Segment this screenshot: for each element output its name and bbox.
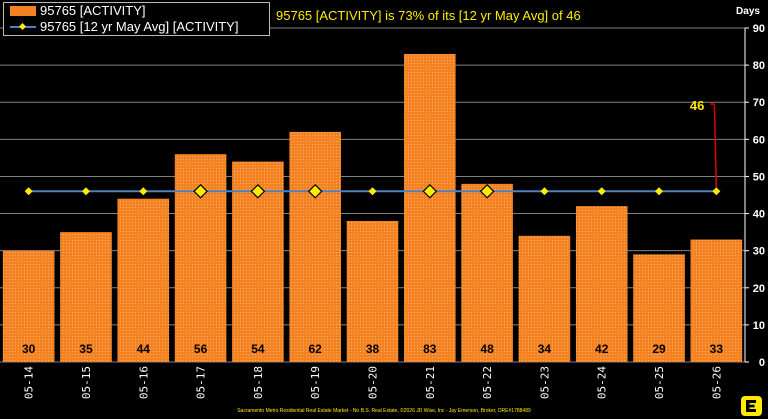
- y-tick-label: 10: [753, 320, 765, 332]
- x-tick-label: 05-19: [309, 366, 322, 399]
- bar-value-label: 48: [480, 342, 494, 356]
- avg-callout: 46: [690, 98, 718, 188]
- x-tick-label: 05-25: [653, 366, 666, 399]
- avg-marker-05-16: [139, 187, 148, 196]
- bar-05-15: [60, 232, 112, 362]
- bar-value-label: 35: [79, 342, 93, 356]
- avg-marker-05-19: [307, 183, 323, 199]
- y-tick-label: 0: [759, 357, 765, 369]
- avg-marker-05-15: [81, 187, 90, 196]
- legend-swatch-marker: [18, 22, 27, 31]
- bar-05-24: [575, 206, 628, 362]
- avg-marker-05-23: [540, 187, 549, 196]
- bar-05-19: [289, 131, 341, 362]
- bar-05-22: [461, 183, 513, 362]
- bars: [2, 53, 743, 362]
- bar-value-label: 56: [194, 342, 208, 356]
- legend-label-activity: 95765 [ACTIVITY]: [40, 3, 146, 18]
- legend-label-avg: 95765 [12 yr May Avg] [ACTIVITY]: [40, 19, 239, 34]
- y-tick-label: 70: [753, 97, 765, 109]
- x-tick-label: 05-24: [596, 366, 609, 399]
- avg-marker-05-25: [655, 187, 664, 196]
- legend-swatch-bar: [10, 6, 36, 16]
- bar-05-16: [117, 198, 170, 362]
- bar-value-label: 30: [22, 342, 36, 356]
- y-tick-labels: 0 10 20 30 40 50 60 70 80 90: [753, 23, 765, 369]
- avg-marker-05-24: [597, 187, 606, 196]
- avg-marker-05-20: [368, 187, 377, 196]
- bar-05-26: [690, 239, 743, 362]
- avg-line: [24, 183, 721, 199]
- bar-05-20: [346, 220, 399, 362]
- y-tick-label: 40: [753, 209, 765, 221]
- x-tick-label: 05-23: [538, 366, 551, 399]
- x-tick-label: 05-22: [481, 366, 494, 399]
- bar-05-25: [633, 254, 685, 362]
- callout-label: 46: [690, 98, 704, 113]
- avg-marker-05-18: [250, 183, 266, 199]
- bar-value-label: 34: [538, 342, 552, 356]
- avg-marker-05-14: [24, 187, 33, 196]
- y-tick-label: 90: [753, 23, 765, 35]
- bar-value-label: 83: [423, 342, 437, 356]
- x-tick-label: 05-18: [252, 366, 265, 399]
- bar-value-labels: 30 35 44 56 54 62 38 83 48 34 42 29 33: [22, 342, 723, 356]
- avg-marker-05-22: [479, 183, 495, 199]
- avg-marker-05-26: [712, 187, 721, 196]
- x-tick-label: 05-14: [23, 366, 36, 399]
- x-tick-label: 05-20: [367, 366, 380, 399]
- x-tick-label: 05-26: [710, 366, 723, 399]
- y-tick-label: 60: [753, 134, 765, 146]
- legend: 95765 [ACTIVITY] 95765 [12 yr May Avg] […: [3, 2, 270, 36]
- bar-value-label: 44: [137, 342, 151, 356]
- x-tick-label: 05-17: [195, 366, 208, 399]
- footer-credit: Sacramento Metro Residential Real Estate…: [237, 408, 531, 414]
- bar-value-label: 42: [595, 342, 609, 356]
- bar-05-14: [2, 250, 55, 362]
- x-tick-label: 05-21: [424, 366, 437, 399]
- bar-value-label: 62: [309, 342, 323, 356]
- y-tick-label: 20: [753, 283, 765, 295]
- bar-05-23: [518, 235, 571, 362]
- bar-value-label: 29: [652, 342, 666, 356]
- y-axis-label: Days: [736, 6, 760, 17]
- x-tick-label: 05-16: [137, 366, 150, 399]
- bar-value-label: 33: [710, 342, 724, 356]
- chart-headline: 95765 [ACTIVITY] is 73% of its [12 yr Ma…: [276, 8, 581, 23]
- y-tick-label: 80: [753, 60, 765, 72]
- bar-05-21: [404, 53, 456, 362]
- y-tick-label: 50: [753, 171, 765, 183]
- avg-marker-05-17: [193, 183, 208, 199]
- bar-value-label: 54: [251, 342, 265, 356]
- avg-marker-05-21: [422, 183, 438, 199]
- brand-logo-icon: [741, 396, 762, 416]
- callout-leader: [713, 103, 718, 188]
- y-tick-label: 30: [753, 246, 765, 258]
- x-tick-labels: 05-14 05-15 05-16 05-17 05-18 05-19 05-20 05-21…: [23, 366, 724, 399]
- x-tick-label: 05-15: [80, 366, 93, 399]
- bar-value-label: 38: [366, 342, 380, 356]
